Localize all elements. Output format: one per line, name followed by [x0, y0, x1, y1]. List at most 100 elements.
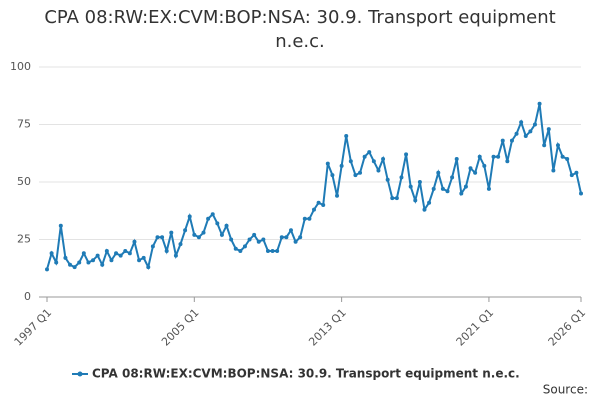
legend-label: CPA 08:RW:EX:CVM:BOP:NSA: 30.9. Transpor… [92, 367, 520, 381]
data-point [454, 157, 459, 161]
data-point [312, 207, 316, 212]
data-point [210, 212, 215, 217]
data-point [394, 196, 399, 201]
data-point [160, 235, 165, 240]
data-point [463, 184, 468, 189]
data-point [348, 159, 353, 164]
data-point [316, 200, 321, 205]
data-point [127, 251, 132, 256]
data-point [100, 262, 105, 267]
data-point [302, 216, 307, 221]
data-point [574, 170, 579, 175]
data-point [500, 138, 505, 143]
data-point [219, 232, 224, 237]
data-point [335, 193, 340, 198]
y-tick-label: 100 [10, 60, 31, 73]
data-point [376, 168, 381, 173]
data-point [367, 150, 372, 155]
data-point [422, 207, 427, 212]
data-point [256, 239, 261, 244]
source-label: Source: [543, 383, 588, 397]
data-point [95, 253, 100, 258]
data-point [265, 249, 270, 253]
data-point [224, 223, 229, 228]
data-point [132, 239, 137, 244]
data-point [68, 262, 73, 267]
data-point [183, 228, 188, 233]
data-point [137, 258, 142, 263]
data-point [344, 134, 349, 138]
data-point [569, 173, 574, 178]
data-point [293, 239, 298, 244]
data-point [436, 170, 441, 175]
data-point [362, 154, 367, 159]
data-point [77, 260, 82, 265]
data-point [404, 152, 409, 157]
data-point [551, 168, 556, 173]
data-point [109, 258, 114, 263]
data-point [514, 131, 519, 136]
data-point [413, 198, 418, 203]
data-point [427, 200, 432, 205]
legend-marker [77, 371, 83, 377]
data-point [123, 249, 128, 253]
data-point [546, 127, 551, 132]
x-tick-label: 2021 Q1 [454, 306, 497, 349]
data-point [146, 265, 151, 270]
data-point [555, 143, 560, 148]
data-point [288, 228, 293, 233]
data-point [560, 154, 565, 159]
data-point [542, 143, 547, 148]
chart-title: CPA 08:RW:EX:CVM:BOP:NSA: 30.9. Transpor… [44, 7, 556, 52]
data-point [390, 196, 395, 201]
y-tick-label: 75 [17, 118, 31, 131]
y-tick-label: 25 [17, 233, 31, 246]
data-point [445, 189, 450, 194]
data-point [477, 154, 482, 159]
data-point [537, 101, 542, 106]
data-point [284, 235, 289, 240]
data-point [206, 216, 211, 221]
data-point [519, 120, 524, 125]
data-point [118, 253, 123, 258]
data-point [358, 170, 363, 175]
data-point [261, 237, 266, 242]
data-point [114, 251, 119, 256]
data-point [275, 249, 280, 253]
data-point [150, 244, 155, 249]
data-point [54, 260, 59, 265]
data-point [496, 154, 501, 159]
data-point [58, 223, 63, 228]
data-point [187, 214, 192, 219]
data-point [229, 237, 234, 242]
data-point [440, 186, 445, 191]
data-point [399, 175, 404, 180]
data-point [141, 255, 146, 260]
data-point [178, 242, 183, 247]
data-point [482, 163, 487, 168]
data-point [450, 175, 455, 180]
data-point [339, 163, 344, 168]
data-point [486, 186, 491, 191]
data-point [164, 249, 169, 253]
data-point [298, 235, 303, 240]
x-tick-label: 2013 Q1 [306, 306, 349, 349]
data-point [459, 191, 464, 196]
data-point [63, 255, 68, 260]
data-point [81, 251, 86, 256]
data-point [91, 258, 96, 263]
data-point [72, 265, 77, 270]
data-point [330, 173, 335, 178]
data-point [509, 138, 514, 143]
data-point [565, 157, 570, 161]
data-point [321, 203, 326, 207]
data-point [381, 157, 386, 161]
data-point [468, 166, 473, 171]
data-point [247, 237, 252, 242]
data-point [196, 235, 201, 240]
data-point [325, 161, 330, 166]
y-tick-label: 50 [17, 175, 31, 188]
x-tick-label: 1997 Q1 [12, 306, 55, 349]
